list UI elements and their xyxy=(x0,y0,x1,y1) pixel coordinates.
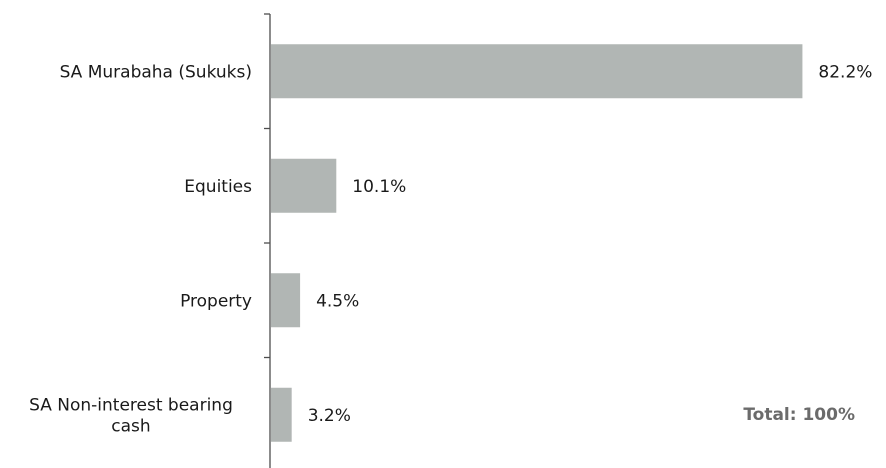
category-label: Property xyxy=(180,291,252,311)
value-label: 82.2% xyxy=(818,62,872,82)
value-label: 4.5% xyxy=(316,291,359,311)
bar xyxy=(271,44,803,99)
bar xyxy=(271,387,292,442)
bar xyxy=(271,158,337,213)
value-label: 10.1% xyxy=(352,177,406,197)
labels-layer: 82.2% SA Murabaha (Sukuks) 10.1% Equities 4.… xyxy=(29,62,872,436)
bars-layer xyxy=(271,44,803,442)
category-label: SA Non-interest bearing xyxy=(29,395,233,415)
category-label: SA Murabaha (Sukuks) xyxy=(60,62,252,82)
bar xyxy=(271,273,301,328)
value-label: 3.2% xyxy=(308,406,351,426)
category-label: cash xyxy=(111,416,150,436)
total-annotation: Total: 100% xyxy=(743,405,855,425)
category-label: Equities xyxy=(184,177,252,197)
category-axis xyxy=(264,13,271,468)
